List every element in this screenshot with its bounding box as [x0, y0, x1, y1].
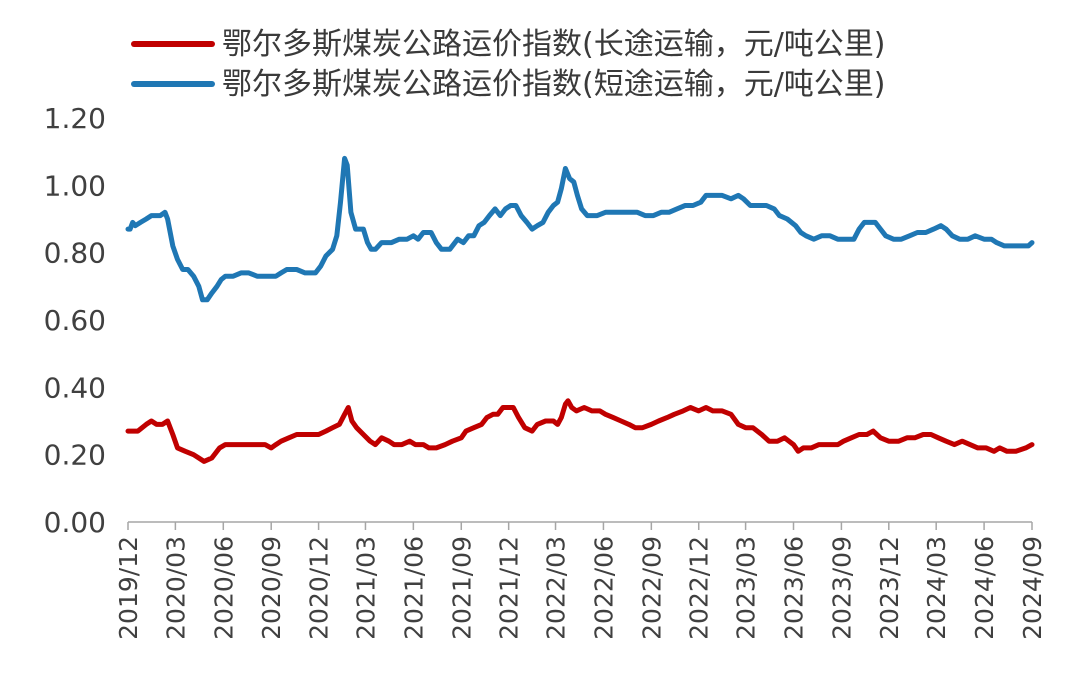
- x-tick-label: 2021/06: [399, 536, 428, 640]
- x-tick-label: 2024/09: [1018, 536, 1047, 640]
- series-line-1: [125, 398, 1035, 464]
- x-tick-label: 2021/03: [351, 536, 380, 640]
- legend-label-1: 鄂尔多斯煤炭公路运价指数(长途运输，元/吨公里): [222, 27, 886, 62]
- legend: 鄂尔多斯煤炭公路运价指数(长途运输，元/吨公里) 鄂尔多斯煤炭公路运价指数(短途运…: [131, 27, 886, 102]
- x-axis: 2019/12 2020/03 2020/06 2020/09 2020/12 2021/…: [114, 521, 1047, 640]
- x-tick-label: 2022/09: [637, 536, 666, 640]
- x-tick-label: 2024/03: [922, 536, 951, 640]
- x-tick-label: 2023/12: [875, 536, 904, 640]
- y-tick-label: 0.40: [44, 371, 106, 404]
- x-tick-label: 2023/09: [827, 536, 856, 640]
- legend-label-2: 鄂尔多斯煤炭公路运价指数(短途运输，元/吨公里): [222, 67, 886, 102]
- x-tick-label: 2020/06: [209, 536, 238, 640]
- x-tick-label: 2023/03: [732, 536, 761, 640]
- x-tick-label: 2022/06: [589, 536, 618, 640]
- x-tick-label: 2020/12: [305, 536, 334, 640]
- y-axis: 0.00 0.20 0.40 0.60 0.80 1.00 1.20: [44, 102, 106, 539]
- x-tick-label: 2022/12: [685, 536, 714, 640]
- y-tick-label: 1.20: [44, 102, 106, 135]
- x-tick-label: 2021/12: [495, 536, 524, 640]
- x-tick-label: 2023/06: [780, 536, 809, 640]
- x-tick-label: 2024/06: [970, 536, 999, 640]
- y-tick-label: 0.00: [44, 506, 106, 539]
- y-tick-label: 0.60: [44, 304, 106, 337]
- y-tick-label: 0.80: [44, 237, 106, 270]
- x-tick-label: 2019/12: [114, 536, 143, 640]
- x-tick-label: 2020/09: [257, 536, 286, 640]
- y-tick-label: 1.00: [44, 169, 106, 202]
- x-tick-label: 2022/03: [542, 536, 571, 640]
- series-line-2: [125, 155, 1035, 303]
- plot-area: [125, 155, 1035, 464]
- x-tick-label: 2020/03: [161, 536, 190, 640]
- y-tick-label: 0.20: [44, 439, 106, 472]
- x-tick-label: 2021/09: [447, 536, 476, 640]
